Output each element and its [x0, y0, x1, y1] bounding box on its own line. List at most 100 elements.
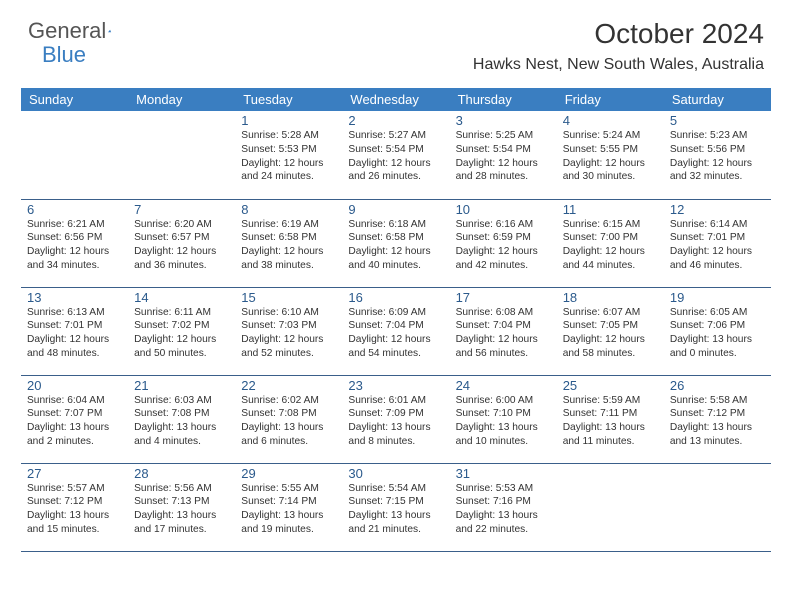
day-info: Sunrise: 6:11 AMSunset: 7:02 PMDaylight:…	[134, 306, 229, 361]
day-number: 8	[241, 202, 336, 217]
calendar-cell: 28Sunrise: 5:56 AMSunset: 7:13 PMDayligh…	[128, 463, 235, 551]
day-info: Sunrise: 6:13 AMSunset: 7:01 PMDaylight:…	[27, 306, 122, 361]
calendar-cell: 23Sunrise: 6:01 AMSunset: 7:09 PMDayligh…	[342, 375, 449, 463]
logo-triangle-icon	[108, 22, 112, 40]
day-info: Sunrise: 5:55 AMSunset: 7:14 PMDaylight:…	[241, 482, 336, 537]
day-number: 5	[670, 113, 765, 128]
day-number: 30	[348, 466, 443, 481]
calendar-cell: 29Sunrise: 5:55 AMSunset: 7:14 PMDayligh…	[235, 463, 342, 551]
day-info: Sunrise: 5:23 AMSunset: 5:56 PMDaylight:…	[670, 129, 765, 184]
day-number: 3	[456, 113, 551, 128]
day-info: Sunrise: 5:27 AMSunset: 5:54 PMDaylight:…	[348, 129, 443, 184]
location: Hawks Nest, New South Wales, Australia	[473, 56, 764, 74]
day-number: 14	[134, 290, 229, 305]
day-number: 28	[134, 466, 229, 481]
day-number: 31	[456, 466, 551, 481]
day-header: Friday	[557, 88, 664, 111]
day-info: Sunrise: 5:59 AMSunset: 7:11 PMDaylight:…	[563, 394, 658, 449]
calendar-cell: 19Sunrise: 6:05 AMSunset: 7:06 PMDayligh…	[664, 287, 771, 375]
header: General October 2024 Hawks Nest, New Sou…	[0, 0, 792, 78]
title-block: October 2024 Hawks Nest, New South Wales…	[473, 18, 764, 74]
day-header: Wednesday	[342, 88, 449, 111]
calendar-cell: 8Sunrise: 6:19 AMSunset: 6:58 PMDaylight…	[235, 199, 342, 287]
calendar-week-row: 6Sunrise: 6:21 AMSunset: 6:56 PMDaylight…	[21, 199, 771, 287]
calendar-week-row: 1Sunrise: 5:28 AMSunset: 5:53 PMDaylight…	[21, 111, 771, 199]
day-number: 19	[670, 290, 765, 305]
day-info: Sunrise: 5:58 AMSunset: 7:12 PMDaylight:…	[670, 394, 765, 449]
day-info: Sunrise: 6:09 AMSunset: 7:04 PMDaylight:…	[348, 306, 443, 361]
calendar-cell: 9Sunrise: 6:18 AMSunset: 6:58 PMDaylight…	[342, 199, 449, 287]
day-info: Sunrise: 5:24 AMSunset: 5:55 PMDaylight:…	[563, 129, 658, 184]
day-info: Sunrise: 5:25 AMSunset: 5:54 PMDaylight:…	[456, 129, 551, 184]
calendar-week-row: 27Sunrise: 5:57 AMSunset: 7:12 PMDayligh…	[21, 463, 771, 551]
calendar-cell: 17Sunrise: 6:08 AMSunset: 7:04 PMDayligh…	[450, 287, 557, 375]
calendar-cell: 12Sunrise: 6:14 AMSunset: 7:01 PMDayligh…	[664, 199, 771, 287]
calendar-cell: 10Sunrise: 6:16 AMSunset: 6:59 PMDayligh…	[450, 199, 557, 287]
day-number: 18	[563, 290, 658, 305]
day-info: Sunrise: 5:56 AMSunset: 7:13 PMDaylight:…	[134, 482, 229, 537]
day-number: 17	[456, 290, 551, 305]
calendar-cell: 6Sunrise: 6:21 AMSunset: 6:56 PMDaylight…	[21, 199, 128, 287]
logo-text-1: General	[28, 18, 106, 44]
day-info: Sunrise: 6:21 AMSunset: 6:56 PMDaylight:…	[27, 218, 122, 273]
calendar-cell: 5Sunrise: 5:23 AMSunset: 5:56 PMDaylight…	[664, 111, 771, 199]
day-number: 22	[241, 378, 336, 393]
day-info: Sunrise: 5:57 AMSunset: 7:12 PMDaylight:…	[27, 482, 122, 537]
day-info: Sunrise: 6:14 AMSunset: 7:01 PMDaylight:…	[670, 218, 765, 273]
calendar-cell: 7Sunrise: 6:20 AMSunset: 6:57 PMDaylight…	[128, 199, 235, 287]
day-number: 25	[563, 378, 658, 393]
calendar-cell: 30Sunrise: 5:54 AMSunset: 7:15 PMDayligh…	[342, 463, 449, 551]
day-number: 27	[27, 466, 122, 481]
day-number: 26	[670, 378, 765, 393]
calendar-cell	[557, 463, 664, 551]
calendar-week-row: 20Sunrise: 6:04 AMSunset: 7:07 PMDayligh…	[21, 375, 771, 463]
calendar-cell: 3Sunrise: 5:25 AMSunset: 5:54 PMDaylight…	[450, 111, 557, 199]
day-number: 2	[348, 113, 443, 128]
day-number: 10	[456, 202, 551, 217]
day-info: Sunrise: 6:20 AMSunset: 6:57 PMDaylight:…	[134, 218, 229, 273]
day-header-row: SundayMondayTuesdayWednesdayThursdayFrid…	[21, 88, 771, 111]
calendar-cell: 31Sunrise: 5:53 AMSunset: 7:16 PMDayligh…	[450, 463, 557, 551]
calendar-cell: 13Sunrise: 6:13 AMSunset: 7:01 PMDayligh…	[21, 287, 128, 375]
day-info: Sunrise: 6:00 AMSunset: 7:10 PMDaylight:…	[456, 394, 551, 449]
day-number: 12	[670, 202, 765, 217]
calendar-week-row: 13Sunrise: 6:13 AMSunset: 7:01 PMDayligh…	[21, 287, 771, 375]
calendar-cell	[128, 111, 235, 199]
calendar-cell: 27Sunrise: 5:57 AMSunset: 7:12 PMDayligh…	[21, 463, 128, 551]
day-number: 9	[348, 202, 443, 217]
calendar-cell: 25Sunrise: 5:59 AMSunset: 7:11 PMDayligh…	[557, 375, 664, 463]
calendar-cell: 21Sunrise: 6:03 AMSunset: 7:08 PMDayligh…	[128, 375, 235, 463]
day-info: Sunrise: 6:02 AMSunset: 7:08 PMDaylight:…	[241, 394, 336, 449]
day-info: Sunrise: 6:16 AMSunset: 6:59 PMDaylight:…	[456, 218, 551, 273]
calendar-cell: 20Sunrise: 6:04 AMSunset: 7:07 PMDayligh…	[21, 375, 128, 463]
calendar-cell: 16Sunrise: 6:09 AMSunset: 7:04 PMDayligh…	[342, 287, 449, 375]
day-info: Sunrise: 6:03 AMSunset: 7:08 PMDaylight:…	[134, 394, 229, 449]
day-number: 15	[241, 290, 336, 305]
calendar-cell	[21, 111, 128, 199]
day-number: 16	[348, 290, 443, 305]
day-info: Sunrise: 6:10 AMSunset: 7:03 PMDaylight:…	[241, 306, 336, 361]
month-title: October 2024	[473, 18, 764, 50]
day-info: Sunrise: 5:54 AMSunset: 7:15 PMDaylight:…	[348, 482, 443, 537]
day-info: Sunrise: 6:07 AMSunset: 7:05 PMDaylight:…	[563, 306, 658, 361]
day-number: 20	[27, 378, 122, 393]
day-header: Saturday	[664, 88, 771, 111]
calendar-cell	[664, 463, 771, 551]
day-info: Sunrise: 6:04 AMSunset: 7:07 PMDaylight:…	[27, 394, 122, 449]
calendar-cell: 11Sunrise: 6:15 AMSunset: 7:00 PMDayligh…	[557, 199, 664, 287]
calendar-cell: 24Sunrise: 6:00 AMSunset: 7:10 PMDayligh…	[450, 375, 557, 463]
day-number: 1	[241, 113, 336, 128]
calendar-table: SundayMondayTuesdayWednesdayThursdayFrid…	[21, 88, 771, 552]
day-info: Sunrise: 6:08 AMSunset: 7:04 PMDaylight:…	[456, 306, 551, 361]
calendar-cell: 26Sunrise: 5:58 AMSunset: 7:12 PMDayligh…	[664, 375, 771, 463]
day-info: Sunrise: 5:28 AMSunset: 5:53 PMDaylight:…	[241, 129, 336, 184]
day-header: Thursday	[450, 88, 557, 111]
day-number: 23	[348, 378, 443, 393]
day-info: Sunrise: 5:53 AMSunset: 7:16 PMDaylight:…	[456, 482, 551, 537]
day-info: Sunrise: 6:01 AMSunset: 7:09 PMDaylight:…	[348, 394, 443, 449]
calendar-cell: 1Sunrise: 5:28 AMSunset: 5:53 PMDaylight…	[235, 111, 342, 199]
calendar-cell: 15Sunrise: 6:10 AMSunset: 7:03 PMDayligh…	[235, 287, 342, 375]
day-number: 7	[134, 202, 229, 217]
day-number: 13	[27, 290, 122, 305]
day-number: 4	[563, 113, 658, 128]
